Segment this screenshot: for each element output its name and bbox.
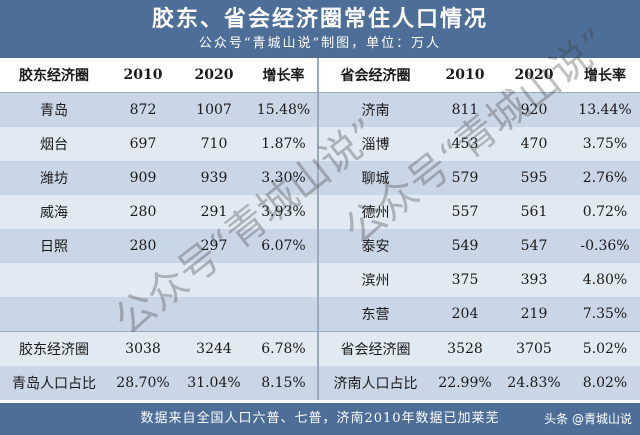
table-cell: 280	[129, 238, 157, 254]
table-cell: 219	[520, 306, 548, 322]
brand-label: 头条 @青城山说	[544, 412, 632, 426]
table-cell: 烟台	[40, 137, 68, 153]
table-cell	[108, 263, 178, 297]
table-cell: 德州	[361, 205, 390, 221]
table-cell: 549	[451, 238, 479, 254]
table-cell: 0.72%	[582, 204, 628, 220]
table-cell: 547	[520, 238, 548, 254]
table-row: 威海 280 291 3.93% 德州 557 561 0.72%	[0, 195, 640, 229]
table-cell: 920	[520, 102, 548, 118]
table-cell: 青岛	[40, 103, 68, 119]
column-header: 2020	[498, 58, 570, 93]
table-cell: 2.76%	[582, 170, 628, 186]
table-cell: 291	[200, 204, 228, 220]
table-cell: 939	[200, 170, 228, 186]
table-cell: 6.78%	[250, 331, 319, 366]
table-cell: 3.93%	[250, 195, 319, 229]
table-cell: 3528	[432, 331, 498, 366]
table-cell: 909	[129, 170, 157, 186]
table-cell: 1.87%	[250, 127, 319, 161]
column-header: 2010	[108, 58, 178, 93]
column-header: 增长率	[570, 58, 640, 93]
table-cell: 297	[200, 238, 228, 254]
table-cell: 5.02%	[570, 331, 640, 366]
table-cell: 3038	[108, 331, 178, 366]
table-cell: 393	[520, 272, 548, 288]
table-cell: 8.15%	[250, 366, 319, 400]
table-cell: 3.75%	[582, 136, 628, 152]
table-cell: 济南	[361, 103, 390, 119]
table-cell: 697	[129, 136, 157, 152]
table-cell: 3.30%	[250, 161, 319, 195]
table-cell: 13.44%	[578, 102, 632, 118]
table-cell: -0.36%	[580, 238, 630, 254]
table-cell	[0, 297, 108, 332]
table-cell: 453	[451, 136, 479, 152]
table-cell: 济南人口占比	[333, 376, 418, 392]
source-note: 数据来自全国人口六普、七普，济南2010年数据已加莱芜	[140, 411, 500, 426]
table-row: 青岛 872 1007 15.48% 济南 811 920 13.44%	[0, 92, 640, 127]
table-cell: 557	[451, 204, 479, 220]
table-cell: 204	[451, 306, 479, 322]
table-cell: 青岛人口占比	[12, 376, 96, 392]
table-cell: 威海	[40, 205, 68, 221]
table-cell: 4.80%	[582, 272, 628, 288]
table-cell: 28.70%	[116, 375, 170, 391]
table-cell: 胶东经济圈	[0, 331, 108, 366]
table-cell: 15.48%	[250, 92, 319, 127]
table-cell: 561	[520, 204, 548, 220]
table-cell: 470	[520, 136, 548, 152]
table-row-share: 青岛人口占比 28.70% 31.04% 8.15% 济南人口占比 22.99%…	[0, 366, 640, 400]
table-cell: 375	[451, 272, 479, 288]
table-cell: 579	[451, 170, 479, 186]
table-cell: 东营	[361, 307, 390, 323]
table-cell: 22.99%	[438, 375, 492, 391]
table-cell: 24.83%	[507, 375, 561, 391]
table-cell: 滨州	[361, 273, 390, 289]
table-cell: 872	[129, 102, 157, 118]
table-cell	[178, 297, 250, 332]
table-cell: 31.04%	[187, 375, 241, 391]
table-cell: 淄博	[361, 137, 390, 153]
table-header-row: 胶东经济圈 2010 2020 增长率 省会经济圈 2010 2020 增长率	[0, 58, 640, 93]
page-subtitle: 公众号“青城山说”制图，单位：万人	[198, 36, 442, 51]
table-cell: 1007	[196, 102, 232, 118]
table-cell	[108, 297, 178, 332]
column-header: 2010	[432, 58, 498, 93]
table-cell: 7.35%	[582, 306, 628, 322]
table-cell	[250, 263, 319, 297]
page-title: 胶东、省会经济圈常住人口情况	[151, 6, 488, 32]
table-row: 滨州 375 393 4.80%	[0, 263, 640, 297]
population-table: 胶东经济圈 2010 2020 增长率 省会经济圈 2010 2020 增长率 …	[0, 58, 640, 400]
table-cell	[178, 263, 250, 297]
table-cell: 280	[129, 204, 157, 220]
column-header: 胶东经济圈	[0, 58, 108, 93]
table-cell: 8.02%	[582, 375, 628, 391]
table-cell: 710	[200, 136, 228, 152]
column-header: 增长率	[250, 58, 319, 93]
table-row: 东营 204 219 7.35%	[0, 297, 640, 332]
table-row-total: 胶东经济圈 3038 3244 6.78% 省会经济圈 3528 3705 5.…	[0, 331, 640, 366]
table-cell: 潍坊	[40, 171, 68, 187]
table-cell: 省会经济圈	[318, 331, 432, 366]
table-cell: 聊城	[361, 171, 390, 187]
table-cell: 日照	[40, 239, 68, 255]
table-cell: 6.07%	[250, 229, 319, 263]
table-cell	[0, 263, 108, 297]
table-cell	[250, 297, 319, 332]
footer-banner: 数据来自全国人口六普、七普，济南2010年数据已加莱芜 头条 @青城山说	[0, 403, 640, 435]
table-row: 日照 280 297 6.07% 泰安 549 547 -0.36%	[0, 229, 640, 263]
table-row: 烟台 697 710 1.87% 淄博 453 470 3.75%	[0, 127, 640, 161]
table-row: 潍坊 909 939 3.30% 聊城 579 595 2.76%	[0, 161, 640, 195]
table-cell: 泰安	[361, 239, 390, 255]
table-cell: 3244	[178, 331, 250, 366]
column-header: 省会经济圈	[318, 58, 432, 93]
title-banner: 胶东、省会经济圈常住人口情况 公众号“青城山说”制图，单位：万人	[0, 0, 640, 58]
column-header: 2020	[178, 58, 250, 93]
table-cell: 811	[451, 102, 479, 118]
table-cell: 3705	[498, 331, 570, 366]
table-cell: 595	[520, 170, 548, 186]
